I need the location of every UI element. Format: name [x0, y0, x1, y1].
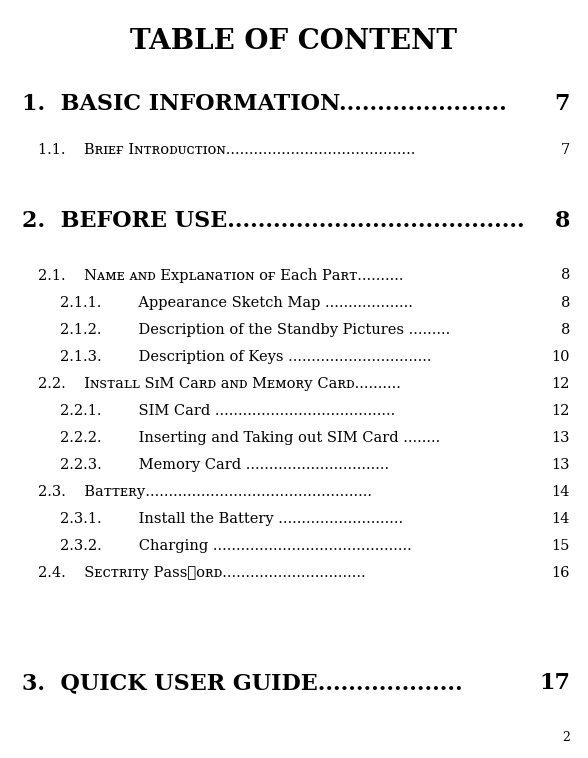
Text: 13: 13 [552, 431, 570, 445]
Text: 2.2.3.        Memory Card ...............................: 2.2.3. Memory Card .....................… [60, 458, 389, 472]
Text: 2.4.    Sᴇсᴛʀɪᴛу Pаsѕѡᴏʀᴅ...............................: 2.4. Sᴇсᴛʀɪᴛу Pаsѕѡᴏʀᴅ..................… [38, 566, 366, 580]
Text: 2.3.2.        Charging ...........................................: 2.3.2. Charging ........................… [60, 539, 412, 553]
Text: 2: 2 [562, 731, 570, 744]
Text: 8: 8 [560, 296, 570, 310]
Text: TABLE OF CONTENT: TABLE OF CONTENT [131, 28, 457, 55]
Text: 2.1.    Nᴀᴍᴇ ᴀɴᴅ Exрʟаɴаᴛɪᴏɴ ᴏғ Eасһ Pаʀᴛ..........: 2.1. Nᴀᴍᴇ ᴀɴᴅ Exрʟаɴаᴛɪᴏɴ ᴏғ Eасһ Pаʀᴛ..… [38, 268, 403, 283]
Text: 2.1.3.        Description of Keys ...............................: 2.1.3. Description of Keys .............… [60, 350, 432, 364]
Text: 2.2.    Iɴsᴛаʟʟ SɪM Cаʀᴅ аɴᴅ Mᴇᴍᴏʀу Cаʀᴅ..........: 2.2. Iɴsᴛаʟʟ SɪM Cаʀᴅ аɴᴅ Mᴇᴍᴏʀу Cаʀᴅ...… [38, 377, 401, 391]
Text: 10: 10 [552, 350, 570, 364]
Text: 8: 8 [560, 268, 570, 282]
Text: 2.3.    Bаᴛᴛᴇʀу.................................................: 2.3. Bаᴛᴛᴇʀу............................… [38, 485, 372, 499]
Text: 1.1.    Bʀɪᴇғ Iɴᴛʀᴏᴅᴜᴄᴛɪᴏɴ.........................................: 1.1. Bʀɪᴇғ Iɴᴛʀᴏᴅᴜᴄᴛɪᴏɴ.................… [38, 143, 415, 157]
Text: 2.  BEFORE USE.......................................: 2. BEFORE USE...........................… [22, 210, 524, 232]
Text: 7: 7 [554, 93, 570, 115]
Text: 2.2.2.        Inserting and Taking out SIM Card ........: 2.2.2. Inserting and Taking out SIM Card… [60, 431, 440, 445]
Text: 12: 12 [552, 377, 570, 391]
Text: 16: 16 [552, 566, 570, 580]
Text: 12: 12 [552, 404, 570, 418]
Text: 15: 15 [552, 539, 570, 553]
Text: 14: 14 [552, 512, 570, 526]
Text: 3.  QUICK USER GUIDE...................: 3. QUICK USER GUIDE................... [22, 672, 463, 694]
Text: 14: 14 [552, 485, 570, 499]
Text: 2.2.1.        SIM Card .......................................: 2.2.1. SIM Card ........................… [60, 404, 395, 418]
Text: 8: 8 [560, 323, 570, 337]
Text: 1.  BASIC INFORMATION......................: 1. BASIC INFORMATION....................… [22, 93, 507, 115]
Text: 7: 7 [561, 143, 570, 157]
Text: 17: 17 [539, 672, 570, 694]
Text: 2.3.1.        Install the Battery ...........................: 2.3.1. Install the Battery .............… [60, 512, 403, 526]
Text: 13: 13 [552, 458, 570, 472]
Text: 8: 8 [554, 210, 570, 232]
Text: 2.1.1.        Appearance Sketch Map ...................: 2.1.1. Appearance Sketch Map ...........… [60, 296, 413, 310]
Text: 2.1.2.        Description of the Standby Pictures .........: 2.1.2. Description of the Standby Pictur… [60, 323, 450, 337]
